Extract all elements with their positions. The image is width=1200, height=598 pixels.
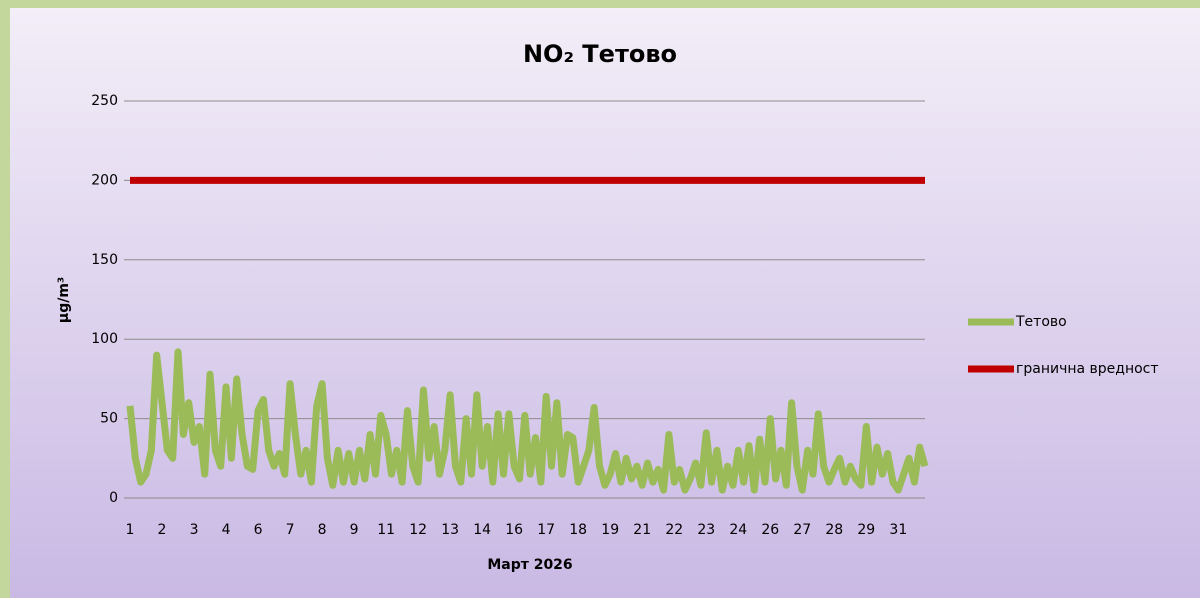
x-tick-label: 26	[761, 522, 779, 538]
y-tick-label: 0	[109, 490, 118, 506]
x-tick-label: 17	[537, 522, 555, 538]
x-tick-label: 8	[318, 522, 327, 538]
x-tick-label: 6	[254, 522, 263, 538]
x-tick-label: 13	[441, 522, 459, 538]
x-tick-label: 18	[569, 522, 587, 538]
x-tick-label: 29	[857, 522, 875, 538]
x-tick-label: 1	[126, 522, 135, 538]
x-tick-label: 24	[729, 522, 747, 538]
x-tick-label: 28	[825, 522, 843, 538]
chart-title: NO₂ Тетово	[523, 40, 677, 68]
y-tick-label: 250	[91, 93, 118, 109]
y-axis-label: µg/m³	[56, 277, 72, 323]
x-tick-label: 21	[633, 522, 651, 538]
y-tick-label: 200	[91, 172, 118, 188]
series-line	[126, 348, 929, 494]
x-tick-label: 27	[793, 522, 811, 538]
x-tick-label: 14	[473, 522, 491, 538]
x-axis-label: Март 2026	[487, 557, 572, 573]
x-tick-label: 19	[601, 522, 619, 538]
x-tick-label: 16	[505, 522, 523, 538]
legend-label: гранична вредност	[1016, 361, 1159, 377]
x-tick-label: 7	[286, 522, 295, 538]
x-tick-label: 4	[222, 522, 231, 538]
y-tick-label: 50	[100, 411, 118, 427]
x-tick-label: 12	[409, 522, 427, 538]
x-tick-label: 23	[697, 522, 715, 538]
y-tick-label: 150	[91, 252, 118, 268]
x-tick-label: 22	[665, 522, 683, 538]
x-tick-label: 3	[190, 522, 199, 538]
x-tick-label: 9	[350, 522, 359, 538]
y-tick-label: 100	[91, 331, 118, 347]
x-tick-label: 11	[377, 522, 395, 538]
legend-label: Тетово	[1015, 314, 1067, 330]
background	[10, 8, 1200, 598]
x-tick-label: 2	[158, 522, 167, 538]
x-tick-label: 31	[889, 522, 907, 538]
